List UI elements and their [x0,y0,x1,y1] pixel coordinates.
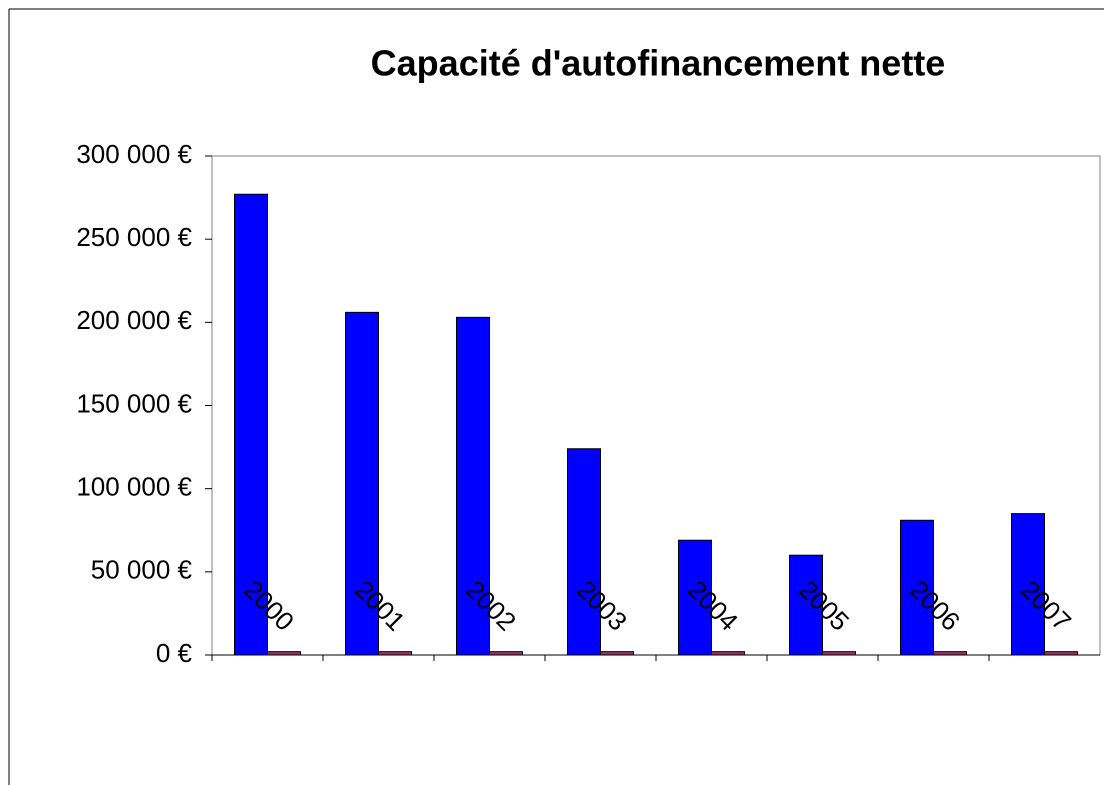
y-tick-label: 150 000 € [76,388,192,418]
y-tick-label: 300 000 € [76,139,192,169]
y-tick-label: 200 000 € [76,305,192,335]
y-tick-label: 0 € [156,638,193,668]
bar [900,519,934,656]
bar [678,539,712,656]
y-tick-label: 250 000 € [76,222,192,252]
y-tick-label: 100 000 € [76,472,192,502]
bar [789,554,823,656]
y-tick-label: 50 000 € [91,555,193,585]
bar [456,316,490,656]
bar [567,448,601,656]
bar [234,193,268,656]
chart-title: Capacité d'autofinancement nette [371,43,946,84]
bar [345,311,379,656]
